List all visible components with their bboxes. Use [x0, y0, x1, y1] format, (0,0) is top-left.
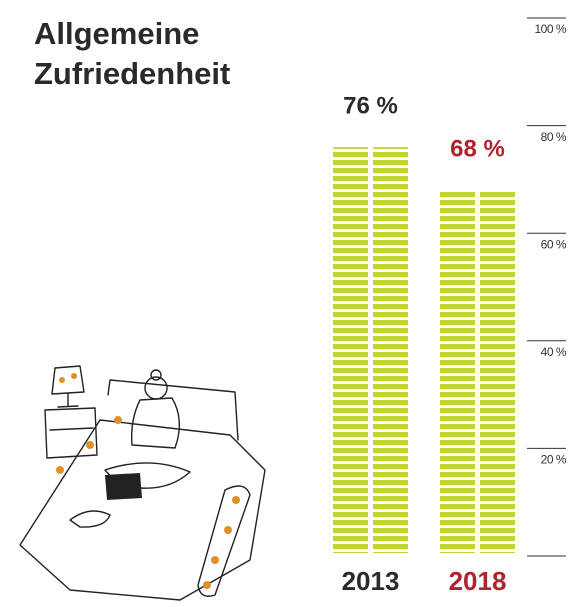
value-label: 68 %	[450, 136, 505, 163]
y-tick-label: 80 %	[541, 130, 567, 144]
illustration	[20, 366, 265, 600]
page: {"chart_data": {"type": "bar", "title": …	[0, 0, 569, 607]
y-tick-label: 100 %	[534, 22, 566, 36]
x-tick-label: 2013	[342, 566, 400, 596]
y-tick-label: 20 %	[541, 453, 567, 467]
bar-divider	[475, 189, 480, 555]
y-tick-label: 40 %	[541, 345, 567, 359]
value-label: 76 %	[343, 92, 398, 119]
y-tick-label: 60 %	[541, 237, 567, 251]
bar-divider	[368, 146, 373, 555]
chart: 20 % 40 % 60 % 80 % 100 % 76 % 2013 68 % 2018	[0, 0, 569, 607]
x-tick-label: 2018	[449, 566, 507, 596]
